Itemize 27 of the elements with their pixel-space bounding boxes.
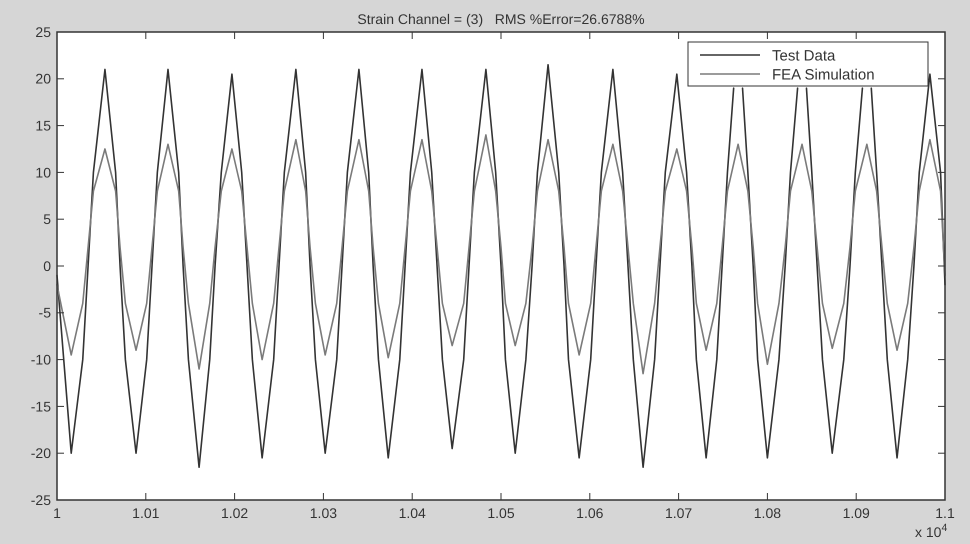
y-tick-label: -25 (30, 492, 52, 508)
x-tick-label: 1.03 (310, 505, 338, 521)
y-tick-label: 0 (43, 258, 52, 274)
x-tick-label: 1.01 (132, 505, 160, 521)
y-tick-label: 20 (35, 70, 52, 87)
y-tick-label: 15 (35, 118, 52, 134)
legend-label: FEA Simulation (772, 66, 875, 84)
chart-title: Strain Channel = (3) RMS %Error=26.6788% (357, 11, 645, 27)
x-tick-label: 1.05 (487, 505, 515, 521)
x-tick-label: 1.07 (664, 505, 692, 521)
x-tick-label: 1.02 (220, 505, 248, 521)
y-tick-label: -5 (38, 304, 52, 321)
y-tick-label: -10 (30, 352, 52, 368)
x-tick-label: 1.08 (754, 505, 782, 521)
x-tick-label: 1.04 (398, 505, 426, 521)
legend-label: Test Data (772, 47, 836, 64)
line-series (56, 134, 946, 374)
x-tick-label: 1 (53, 505, 62, 521)
x-tick-label: 1.09 (842, 505, 870, 521)
y-tick-label: -20 (30, 445, 52, 462)
x-tick-label: 1.1 (935, 505, 955, 521)
y-tick-label: 5 (43, 211, 52, 228)
y-tick-label: -15 (30, 398, 52, 414)
y-tick-label: 10 (35, 164, 52, 180)
text: x 10$^{4}$ (915, 522, 948, 540)
x-tick-label: 1.06 (576, 505, 604, 521)
y-tick-label: 25 (35, 24, 52, 40)
